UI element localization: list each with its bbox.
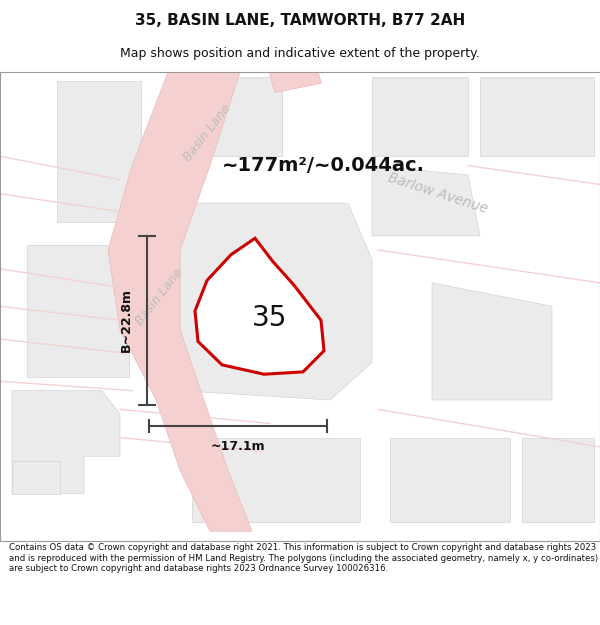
Text: 35, BASIN LANE, TAMWORTH, B77 2AH: 35, BASIN LANE, TAMWORTH, B77 2AH (135, 12, 465, 28)
Polygon shape (432, 282, 552, 400)
Polygon shape (372, 76, 468, 156)
Polygon shape (27, 245, 129, 376)
Text: 35: 35 (251, 304, 287, 332)
Text: Basin Lane: Basin Lane (181, 102, 233, 164)
Text: Barlow Avenue: Barlow Avenue (386, 171, 490, 216)
Polygon shape (195, 238, 324, 374)
Polygon shape (390, 438, 510, 522)
Text: ~177m²/~0.044ac.: ~177m²/~0.044ac. (222, 156, 425, 175)
Polygon shape (198, 76, 282, 156)
Polygon shape (12, 461, 60, 494)
Polygon shape (180, 203, 372, 400)
Text: B~22.8m: B~22.8m (119, 288, 133, 352)
Polygon shape (522, 438, 594, 522)
Text: Basin Lane: Basin Lane (133, 266, 185, 328)
Text: ~17.1m: ~17.1m (211, 441, 265, 453)
Text: Contains OS data © Crown copyright and database right 2021. This information is : Contains OS data © Crown copyright and d… (9, 543, 598, 573)
Text: Map shows position and indicative extent of the property.: Map shows position and indicative extent… (120, 48, 480, 61)
Polygon shape (480, 76, 594, 156)
Polygon shape (192, 438, 360, 522)
Polygon shape (372, 166, 480, 236)
Polygon shape (264, 0, 593, 92)
Polygon shape (12, 391, 120, 494)
Polygon shape (57, 81, 141, 222)
Polygon shape (108, 72, 252, 531)
